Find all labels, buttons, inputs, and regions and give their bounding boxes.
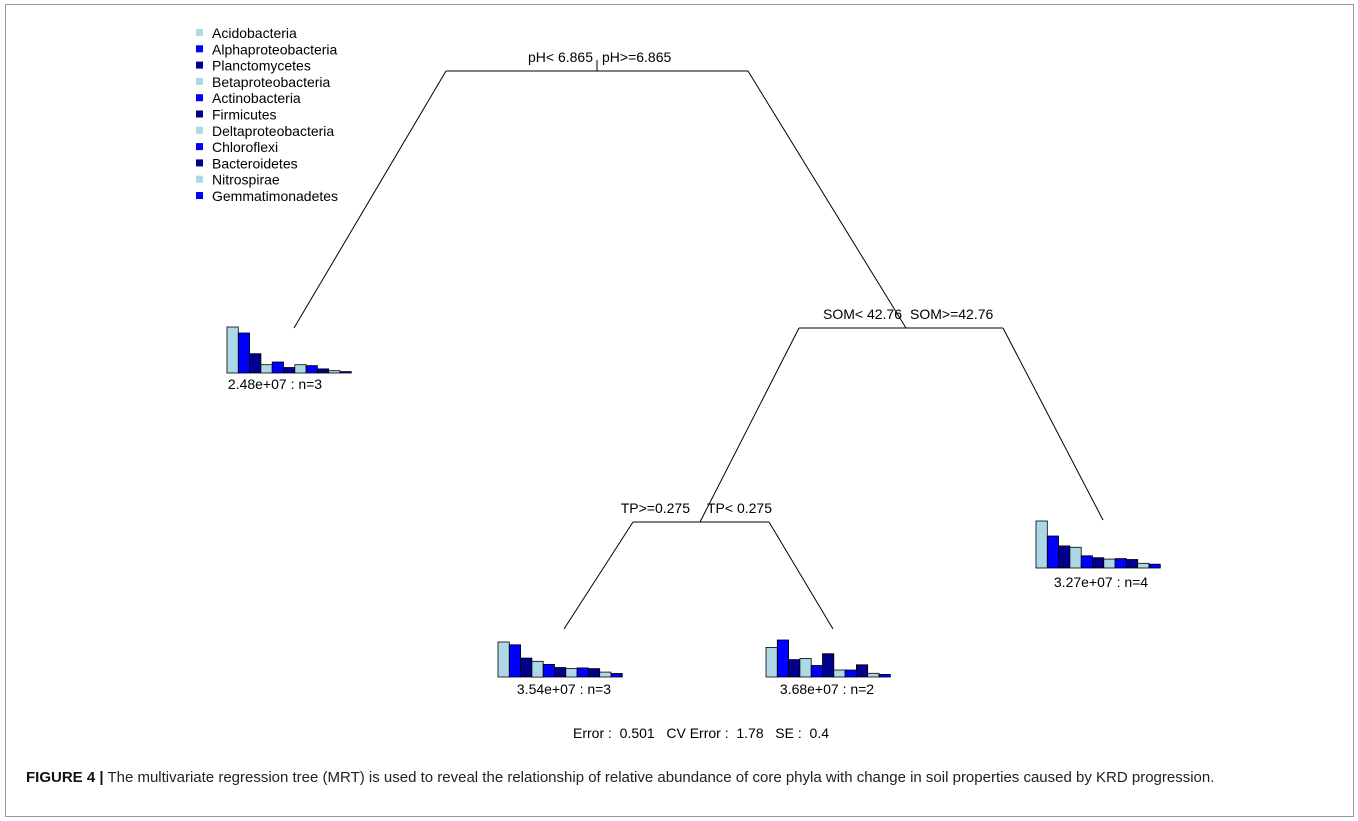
leaf-bar: [283, 367, 296, 374]
caption-text: The multivariate regression tree (MRT) i…: [103, 769, 1215, 786]
leaf-bar: [542, 664, 555, 678]
leaf4-label: 3.27e+07 : n=4: [1054, 574, 1148, 590]
tp-right-label: TP< 0.275: [707, 500, 772, 516]
leaf-bar: [788, 659, 801, 678]
legend-swatch: [196, 45, 203, 53]
legend-label: Firmicutes: [212, 107, 277, 123]
legend-label: Alphaproteobacteria: [212, 41, 338, 57]
branch-to-leaf2: [563, 521, 634, 630]
leaf-bar: [508, 644, 521, 678]
leaf-bar: [294, 364, 307, 374]
legend-swatch: [196, 94, 203, 102]
leaf-bar: [260, 364, 273, 374]
leaf-bar: [1114, 558, 1127, 569]
leaf-bar: [799, 658, 812, 678]
leaf-bar: [776, 639, 789, 678]
legend-swatch: [196, 175, 203, 183]
legend-label: Actinobacteria: [212, 90, 301, 106]
legend-swatch: [196, 159, 203, 167]
legend-label: Betaproteobacteria: [212, 74, 331, 90]
leaf-bar: [1092, 557, 1105, 569]
legend-label: Deltaproteobacteria: [212, 123, 334, 139]
tp-left-label: TP>=0.275: [621, 500, 690, 516]
leaf-bar: [844, 669, 857, 678]
leaf-bar: [316, 368, 330, 374]
leaf-bar: [1137, 562, 1150, 569]
leaf-bar: [765, 647, 778, 678]
leaf-bar: [1148, 563, 1161, 569]
leaf-bar: [305, 365, 318, 374]
leaf-bar: [599, 671, 612, 678]
legend-swatch: [196, 29, 203, 36]
leaf3-label: 3.68e+07 : n=2: [780, 681, 874, 697]
leaf-bar: [1035, 520, 1048, 569]
legend-swatch: [196, 126, 203, 134]
leaf-bar: [271, 361, 284, 374]
leaf-bar: [497, 641, 510, 678]
leaf-bar: [588, 668, 601, 678]
leaf-bar: [1058, 545, 1071, 569]
som-left-label: SOM< 42.76: [823, 306, 902, 322]
leaf-bar: [520, 657, 533, 678]
leaf-bar: [328, 370, 341, 374]
branch-to-leaf3: [768, 521, 834, 630]
tree-branches: [293, 60, 1104, 630]
leaf-bar: [810, 665, 823, 678]
legend-label: Bacteroidetes: [212, 155, 298, 171]
som-right-label: SOM>=42.76: [910, 306, 993, 322]
branch-to-leaf4: [1002, 327, 1104, 521]
legend-swatch: [196, 143, 203, 151]
leaf-bar: [237, 332, 251, 374]
legend: AcidobacteriaAlphaproteobacteriaPlanctom…: [196, 25, 338, 204]
leaf1-label: 2.48e+07 : n=3: [228, 376, 322, 392]
legend-swatch: [196, 110, 203, 118]
leaf2-label: 3.54e+07 : n=3: [517, 681, 611, 697]
figure-frame: Acidobacteria Alphaproteobacteria Planctom…: [5, 4, 1354, 817]
root-left-label: pH< 6.865: [528, 49, 593, 65]
leaf-bar: [867, 672, 880, 678]
leaf-bar: [878, 674, 891, 678]
legend-label: Chloroflexi: [212, 139, 278, 155]
legend-label: Acidobacteria: [212, 25, 297, 41]
caption-figure-number: FIGURE 4 |: [26, 769, 104, 786]
leaf-bar: [833, 669, 846, 678]
leaf-node-3: [765, 639, 891, 678]
legend-swatch: [196, 61, 203, 69]
branch-to-leaf1: [293, 70, 447, 329]
legend-swatch: [196, 192, 203, 199]
leaf-bar: [1103, 558, 1116, 569]
leaf-bar: [1080, 555, 1093, 569]
leaf-bar: [339, 371, 352, 374]
branch-to-tp: [699, 327, 800, 523]
leaf-bar: [822, 653, 835, 678]
legend-label: Gemmatimonadetes: [212, 188, 338, 204]
leaf-bar: [576, 667, 589, 678]
legend-label: Nitrospirae: [212, 172, 280, 188]
regression-tree: AcidobacteriaAlphaproteobacteriaPlanctom…: [196, 25, 1161, 741]
leaf-bar: [1126, 559, 1139, 569]
leaf-bar: [226, 326, 239, 374]
leaf-bar: [554, 667, 567, 678]
root-right-label: pH>=6.865: [602, 49, 671, 65]
leaf-bar: [531, 660, 544, 678]
legend-label: Planctomycetes: [212, 58, 311, 74]
leaf-node-1: [226, 326, 352, 374]
leaf-bar: [856, 664, 869, 678]
branch-to-som: [747, 70, 907, 329]
leaf-bar: [565, 668, 578, 678]
legend-swatch: [196, 77, 203, 85]
leaf-bar: [1046, 535, 1060, 569]
leaf-node-2: [497, 641, 623, 678]
leaf-node-4: [1035, 520, 1161, 569]
error-stats: Error : 0.501 CV Error : 1.78 SE : 0.4: [573, 725, 829, 741]
figure-caption: FIGURE 4 | The multivariate regression t…: [26, 767, 1346, 789]
leaf-bar: [249, 353, 262, 374]
leaf-bar: [1069, 546, 1082, 569]
leaf-bar: [610, 673, 623, 678]
